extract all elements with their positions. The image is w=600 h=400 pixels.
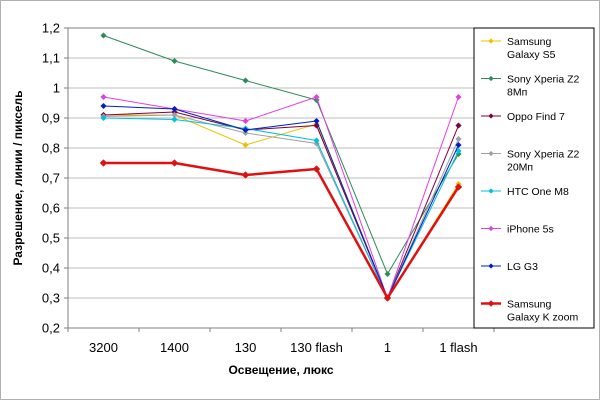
data-point	[313, 117, 320, 125]
legend-label: Sony Xperia Z2	[507, 74, 580, 86]
data-point	[455, 141, 462, 149]
data-point	[171, 105, 178, 113]
y-axis: 0,2 0,3 0,4 0,5 0,6 0,7 0,8 0,9 1 1,1 1,2	[42, 21, 68, 336]
y-tick-label: 1	[53, 81, 60, 96]
legend-swatch-marker	[488, 225, 494, 232]
legend-swatch-marker	[488, 150, 494, 157]
data-point	[242, 77, 249, 84]
data-point	[455, 122, 462, 129]
data-point	[171, 116, 178, 123]
legend-label: Galaxy S5	[507, 49, 556, 61]
y-tick-label: 0,4	[42, 261, 60, 276]
data-point	[100, 102, 107, 110]
data-point	[242, 117, 249, 125]
data-point	[313, 137, 320, 144]
legend-label: iPhone 5s	[507, 224, 554, 236]
legend-label: Samsung	[507, 299, 552, 311]
series-line	[103, 96, 459, 299]
data-point	[313, 93, 320, 101]
legend-item: HTC One M8	[481, 186, 569, 198]
y-tick-label: 1,2	[42, 21, 60, 36]
legend-label: HTC One M8	[507, 186, 569, 198]
data-point	[242, 126, 249, 134]
x-tick-label: 1	[384, 340, 391, 355]
y-tick-label: 0,9	[42, 111, 60, 126]
series-line	[103, 35, 459, 275]
legend-item: Oppo Find 7	[481, 111, 565, 123]
series-line	[103, 111, 459, 299]
legend-swatch-marker	[487, 300, 495, 307]
data-point	[455, 135, 462, 143]
legend-label: Oppo Find 7	[507, 111, 565, 123]
data-point	[455, 93, 462, 101]
legend-label: 8Мп	[507, 87, 527, 99]
x-tick-label: 130	[235, 340, 257, 355]
data-point	[242, 141, 249, 149]
legend-swatch-marker	[488, 75, 494, 82]
series-sony-xperia-z2-8мп	[100, 32, 462, 278]
y-tick-label: 0,7	[42, 171, 60, 186]
legend-label: 20Мп	[507, 162, 533, 174]
legend-swatch-marker	[488, 263, 494, 269]
x-axis: 3200 1400 130 130 flash 1 1 flash	[67, 328, 495, 355]
legend-label: Sony Xperia Z2	[507, 149, 580, 161]
y-tick-label: 0,2	[42, 321, 60, 336]
y-tick-label: 1,1	[42, 51, 60, 66]
legend-item: iPhone 5s	[481, 224, 554, 236]
y-axis-title: Разрешение, линии / пиксель	[11, 90, 25, 265]
series-samsung-galaxy-k-zoom	[99, 159, 463, 302]
data-point	[100, 32, 107, 39]
data-point	[99, 159, 108, 167]
y-tick-label: 0,3	[42, 291, 60, 306]
legend-label: Samsung	[507, 36, 552, 48]
data-point	[241, 171, 250, 179]
legend-item: LG G3	[481, 261, 538, 273]
data-point	[312, 165, 321, 173]
data-point	[383, 294, 392, 302]
x-axis-title: Освещение, люкс	[228, 363, 333, 377]
series-lg-g3	[100, 102, 462, 302]
x-tick-label: 1400	[160, 340, 189, 355]
y-tick-label: 0,6	[42, 201, 60, 216]
x-tick-label: 130 flash	[290, 340, 343, 355]
legend-swatch-marker	[488, 38, 494, 44]
x-tick-label: 1 flash	[439, 340, 477, 355]
data-point	[100, 114, 107, 122]
data-point	[171, 57, 178, 65]
y-tick-label: 0,8	[42, 141, 60, 156]
data-point	[100, 93, 107, 101]
legend-swatch-marker	[488, 188, 494, 194]
data-point	[170, 159, 179, 167]
y-tick-label: 0,5	[42, 231, 60, 246]
legend-swatch-marker	[488, 113, 494, 119]
series-lines	[99, 32, 463, 302]
series-line	[103, 105, 459, 299]
series-line	[103, 161, 460, 300]
legend-label: LG G3	[507, 261, 538, 273]
series-sony-xperia-z2-20мп	[100, 111, 462, 302]
x-tick-label: 3200	[89, 340, 118, 355]
data-point	[384, 270, 391, 278]
series-samsung-galaxy-s5	[100, 111, 462, 302]
legend-label: Galaxy K zoom	[507, 312, 578, 324]
data-point	[454, 183, 463, 191]
